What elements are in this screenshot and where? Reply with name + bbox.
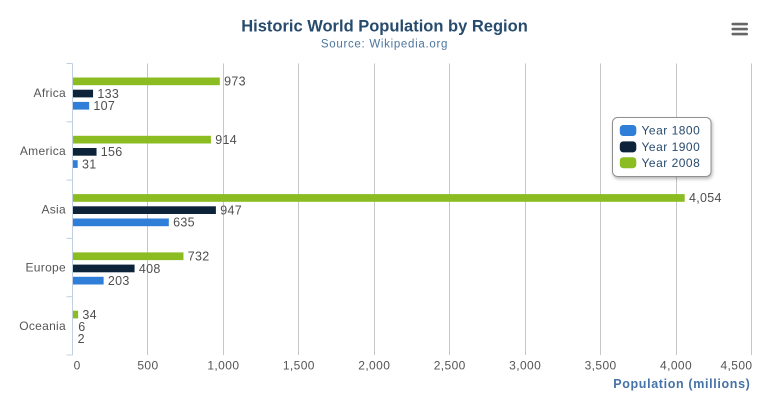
svg-text:1,500: 1,500 (283, 358, 315, 372)
svg-text:947: 947 (220, 203, 242, 217)
svg-text:31: 31 (82, 157, 97, 171)
svg-text:America: America (20, 144, 66, 158)
svg-text:Oceania: Oceania (19, 319, 66, 333)
svg-text:408: 408 (139, 262, 161, 276)
svg-text:4,054: 4,054 (689, 191, 722, 205)
svg-text:914: 914 (215, 133, 237, 147)
svg-text:Year 1900: Year 1900 (642, 140, 701, 154)
svg-text:2,500: 2,500 (434, 358, 466, 372)
svg-text:732: 732 (188, 250, 210, 264)
svg-text:500: 500 (137, 358, 158, 372)
svg-text:203: 203 (108, 274, 130, 288)
svg-text:34: 34 (82, 308, 97, 322)
svg-text:Europe: Europe (26, 261, 67, 275)
svg-text:Africa: Africa (34, 86, 66, 100)
svg-text:Asia: Asia (41, 202, 66, 216)
svg-text:3,000: 3,000 (509, 358, 541, 372)
svg-text:Year 2008: Year 2008 (642, 156, 701, 170)
svg-text:107: 107 (93, 99, 115, 113)
svg-text:3,500: 3,500 (585, 358, 617, 372)
svg-text:Year 1800: Year 1800 (642, 124, 701, 138)
svg-text:156: 156 (101, 145, 123, 159)
svg-text:635: 635 (173, 216, 195, 230)
svg-text:Historic World Population by R: Historic World Population by Region (241, 18, 528, 36)
svg-text:Source: Wikipedia.org: Source: Wikipedia.org (321, 39, 448, 51)
svg-text:2,000: 2,000 (358, 358, 390, 372)
svg-text:4,000: 4,000 (660, 358, 692, 372)
svg-text:0: 0 (74, 358, 81, 372)
svg-text:6: 6 (78, 320, 85, 334)
svg-text:2: 2 (78, 332, 85, 346)
svg-text:1,000: 1,000 (207, 358, 239, 372)
svg-text:Population (millions): Population (millions) (613, 377, 750, 391)
svg-text:133: 133 (97, 87, 119, 101)
svg-text:973: 973 (224, 75, 246, 89)
svg-text:4,500: 4,500 (720, 358, 752, 372)
